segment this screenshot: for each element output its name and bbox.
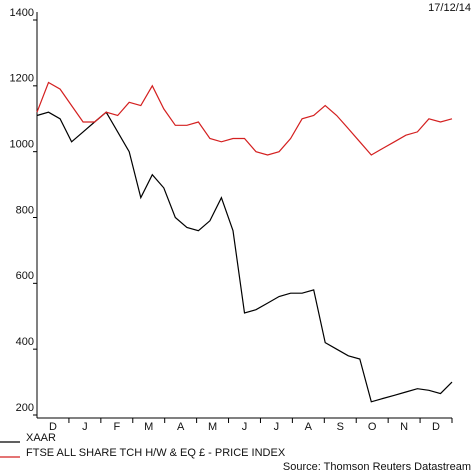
x-tick-label: O (368, 421, 377, 433)
legend-label: XAAR (26, 432, 56, 444)
date: 17/12/14 (428, 2, 471, 14)
y-tick-label: 600 (16, 270, 34, 282)
x-tick-label: J (82, 421, 88, 433)
x-tick-label: M (144, 421, 153, 433)
y-tick-label: 1200 (10, 73, 34, 85)
x-tick-label: D (432, 421, 440, 433)
line (36, 81, 453, 156)
y-tick-label: 800 (16, 204, 34, 216)
x-tick-label: J (274, 421, 280, 433)
x-tick-label: F (113, 421, 120, 433)
x-tick-label: N (400, 421, 408, 433)
x-tick-label: D (49, 421, 57, 433)
x-tick-label: J (242, 421, 248, 433)
x-tick-label: S (337, 421, 344, 433)
x-tick-label: A (305, 421, 313, 433)
x-tick-label: A (177, 421, 185, 433)
y-tick-label: 400 (16, 336, 34, 348)
x-tick-label: M (208, 421, 217, 433)
y-tick-label: 1400 (10, 7, 34, 19)
y-tick-label: 1000 (10, 139, 34, 151)
legend-label: FTSE ALL SHARE TCH H/W & EQ £ - PRICE IN… (26, 447, 286, 459)
source: Source: Thomson Reuters Datastream (283, 461, 471, 473)
line (36, 111, 453, 403)
y-tick-label: 200 (16, 402, 34, 414)
